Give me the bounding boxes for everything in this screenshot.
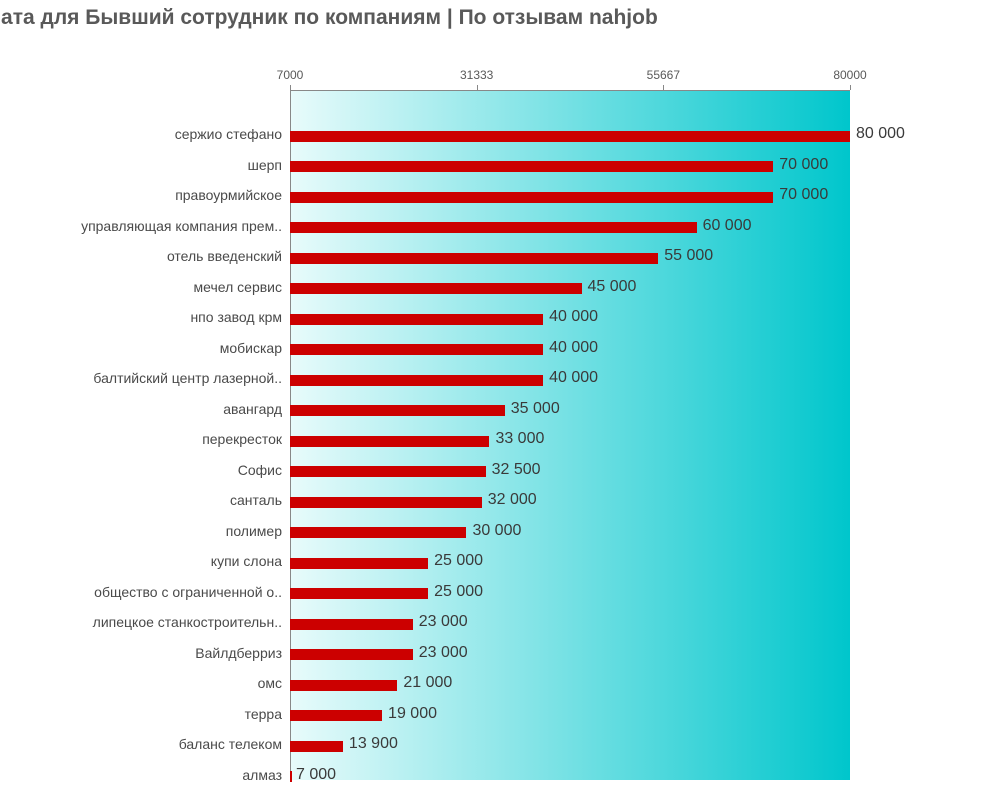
category-label: перекресток xyxy=(4,431,282,447)
bar xyxy=(290,771,292,782)
bar xyxy=(290,222,697,233)
category-label: сержио стефано xyxy=(4,126,282,142)
value-label: 32 000 xyxy=(488,491,537,509)
bar xyxy=(290,375,543,386)
value-label: 40 000 xyxy=(549,369,598,387)
category-label: омс xyxy=(4,675,282,691)
bar xyxy=(290,192,773,203)
bar xyxy=(290,405,505,416)
value-label: 45 000 xyxy=(588,278,637,296)
value-label: 25 000 xyxy=(434,583,483,601)
value-label: 30 000 xyxy=(472,522,521,540)
bar xyxy=(290,436,489,447)
bar xyxy=(290,527,466,538)
x-axis-line xyxy=(290,90,850,91)
x-tick-label: 80000 xyxy=(833,68,866,82)
x-tick xyxy=(290,85,291,90)
value-label: 55 000 xyxy=(664,247,713,265)
bar xyxy=(290,588,428,599)
value-label: 80 000 xyxy=(856,125,905,143)
category-label: полимер xyxy=(4,523,282,539)
bar xyxy=(290,314,543,325)
value-label: 21 000 xyxy=(403,674,452,692)
bar xyxy=(290,680,397,691)
value-label: 7 000 xyxy=(296,766,336,784)
x-tick xyxy=(663,85,664,90)
value-label: 23 000 xyxy=(419,644,468,662)
category-label: санталь xyxy=(4,492,282,508)
bar xyxy=(290,558,428,569)
value-label: 40 000 xyxy=(549,308,598,326)
value-label: 25 000 xyxy=(434,552,483,570)
bar xyxy=(290,344,543,355)
chart-root: { "title": { "text": "яя зарплата для Бы… xyxy=(0,0,1000,800)
category-label: липецкое станкостроительн.. xyxy=(4,614,282,630)
value-label: 40 000 xyxy=(549,339,598,357)
bar xyxy=(290,497,482,508)
category-label: Софис xyxy=(4,462,282,478)
value-label: 13 900 xyxy=(349,735,398,753)
bar xyxy=(290,253,658,264)
bar xyxy=(290,649,413,660)
chart-title: яя зарплата для Бывший сотрудник по комп… xyxy=(0,6,1000,30)
category-label: Вайлдберриз xyxy=(4,645,282,661)
value-label: 70 000 xyxy=(779,186,828,204)
value-label: 19 000 xyxy=(388,705,437,723)
value-label: 70 000 xyxy=(779,156,828,174)
category-label: правоурмийское xyxy=(4,187,282,203)
chart-area: 7000 31333 55667 80000 сержио стефано 80 000 ш… xyxy=(0,60,1000,800)
x-tick-label: 55667 xyxy=(647,68,680,82)
bar xyxy=(290,710,382,721)
bar xyxy=(290,131,850,142)
value-label: 35 000 xyxy=(511,400,560,418)
category-label: авангард xyxy=(4,401,282,417)
value-label: 33 000 xyxy=(495,430,544,448)
x-tick xyxy=(850,85,851,90)
bar xyxy=(290,161,773,172)
category-label: балтийский центр лазерной.. xyxy=(4,370,282,386)
x-tick xyxy=(477,85,478,90)
category-label: мобискар xyxy=(4,340,282,356)
bar xyxy=(290,466,486,477)
category-label: алмаз xyxy=(4,767,282,783)
category-label: купи слона xyxy=(4,553,282,569)
category-label: управляющая компания прем.. xyxy=(4,218,282,234)
x-tick-label: 31333 xyxy=(460,68,493,82)
bar xyxy=(290,741,343,752)
bar xyxy=(290,619,413,630)
value-label: 23 000 xyxy=(419,613,468,631)
bar xyxy=(290,283,582,294)
value-label: 60 000 xyxy=(703,217,752,235)
x-tick-label: 7000 xyxy=(277,68,304,82)
category-label: шерп xyxy=(4,157,282,173)
category-label: нпо завод крм xyxy=(4,309,282,325)
category-label: терра xyxy=(4,706,282,722)
category-label: отель введенский xyxy=(4,248,282,264)
category-label: мечел сервис xyxy=(4,279,282,295)
value-label: 32 500 xyxy=(492,461,541,479)
category-label: общество с ограниченной о.. xyxy=(4,584,282,600)
category-label: баланс телеком xyxy=(4,736,282,752)
